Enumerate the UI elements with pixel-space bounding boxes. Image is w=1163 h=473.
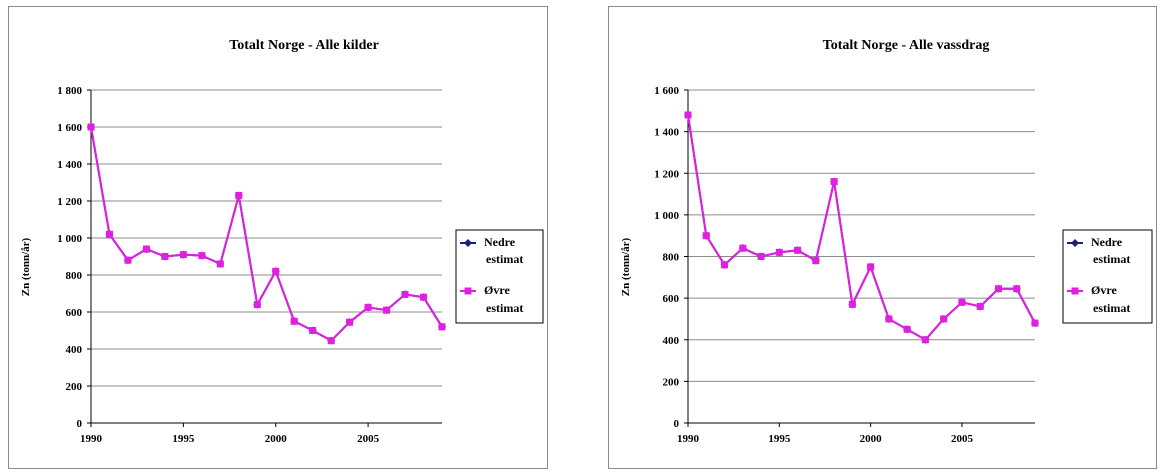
data-point [309,327,317,334]
data-point [327,337,335,345]
data-point [235,191,243,199]
y-tick-label: 400 [66,344,83,356]
chart-title: Totalt Norge - Alle kilder [229,38,379,53]
data-point [903,325,911,333]
legend-box [1062,229,1153,324]
legend-label-line2: estimat [1093,301,1130,315]
legend-key-marker [1071,239,1079,247]
x-tick-label: 1995 [768,433,791,445]
data-point [290,317,298,325]
y-tick-label: 1 600 [654,85,679,97]
data-point [1013,285,1021,293]
legend-key-marker [464,287,472,295]
legend-box [455,229,544,324]
data-point [867,263,875,271]
y-tick-label: 200 [66,381,83,393]
data-point [383,306,391,314]
data-point [775,248,783,256]
data-point [179,251,187,259]
y-tick-label: 400 [663,335,680,347]
x-tick-label: 2000 [265,433,288,445]
y-tick-label: 200 [663,376,680,388]
data-point [848,300,856,308]
y-axis-label: Zn (tonn/år) [620,237,632,296]
data-point [401,290,409,298]
data-point [702,232,710,240]
y-tick-label: 1 000 [57,233,82,245]
y-axis-label: Zn (tonn/år) [20,237,32,296]
data-point [105,230,113,238]
data-point [921,336,929,344]
data-point [253,301,261,309]
y-tick-label: 1 400 [654,127,679,139]
data-point [216,260,224,268]
data-point [1031,319,1039,327]
data-point [794,246,802,254]
legend-label-line2: estimat [486,301,523,315]
chart-title: Totalt Norge - Alle vassdrag [823,38,990,53]
y-tick-label: 1 800 [57,85,82,97]
data-point [87,123,95,131]
legend-key-marker [1071,287,1079,295]
y-tick-label: 600 [66,307,83,319]
y-tick-label: 0 [674,418,680,430]
y-tick-label: 1 600 [57,122,82,134]
x-tick-label: 2000 [860,433,883,445]
data-point [684,111,692,119]
data-point [124,256,132,264]
y-tick-label: 800 [663,252,680,264]
chart-panel-left: Totalt Norge - Alle kilder Zn (tonn/år) … [8,6,548,469]
y-tick-label: 1 400 [57,159,82,171]
data-point [812,257,820,265]
data-point [976,302,984,310]
data-point [346,318,354,326]
data-point [198,252,206,260]
legend-label-line1: Nedre [484,235,516,249]
legend-key-marker [464,239,472,247]
chart-left: Totalt Norge - Alle kilder Zn (tonn/år) … [20,38,544,445]
legend-label-line2: estimat [1093,252,1130,266]
x-tick-label: 1990 [677,433,700,445]
legend-label-line1: Øvre [1091,283,1117,297]
x-tick-label: 2005 [951,433,974,445]
y-tick-label: 1 200 [57,196,82,208]
chart-panel-right: Totalt Norge - Alle vassdrag Zn (tonn/år… [608,6,1157,469]
x-tick-label: 2005 [357,433,380,445]
data-point [739,244,747,252]
data-point [438,323,446,331]
data-point [994,285,1002,293]
y-tick-label: 1 200 [654,168,679,180]
data-point [161,253,169,260]
y-tick-label: 800 [66,270,83,282]
legend-label-line2: estimat [486,252,523,266]
y-tick-label: 1 000 [654,210,679,222]
data-point [721,261,729,269]
data-point [142,245,150,253]
data-point [885,315,893,323]
legend-label-line1: Nedre [1091,235,1123,249]
data-point [958,298,966,306]
y-tick-label: 0 [77,418,83,430]
x-tick-label: 1990 [80,433,103,445]
data-point [940,315,948,323]
legend-label-line1: Øvre [484,283,510,297]
x-tick-label: 1995 [172,433,195,445]
data-point [420,293,428,301]
data-point [830,178,838,186]
y-tick-label: 600 [663,293,680,305]
data-point [272,267,280,275]
data-point [364,303,372,311]
data-point [757,253,765,260]
chart-right: Totalt Norge - Alle vassdrag Zn (tonn/år… [620,38,1153,445]
